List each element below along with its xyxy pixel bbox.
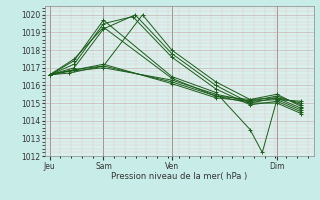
X-axis label: Pression niveau de la mer( hPa ): Pression niveau de la mer( hPa ) xyxy=(111,172,247,181)
